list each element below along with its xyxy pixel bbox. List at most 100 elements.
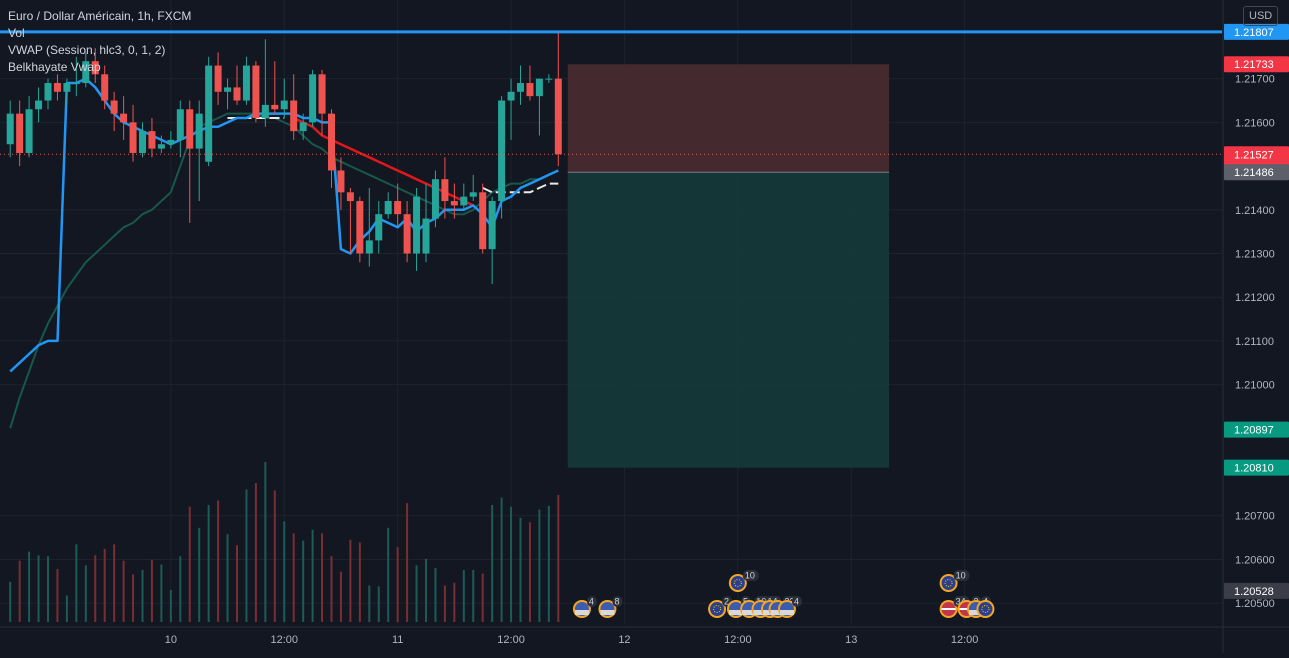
event-us-icon[interactable]: 4 (777, 596, 802, 618)
candle-body (6, 113, 14, 145)
time-tick-label: 12 (618, 634, 630, 646)
candle-body (290, 100, 298, 132)
volume-bar (217, 500, 220, 622)
candles (6, 30, 562, 285)
candle-body (413, 196, 421, 254)
volume-bar (292, 533, 295, 622)
candle-body (91, 61, 99, 75)
candle-body (224, 87, 232, 92)
flag-stars (713, 605, 722, 613)
belkhayate-white-line (482, 182, 559, 194)
volume-bar (396, 547, 399, 622)
candle-body (16, 113, 24, 153)
volume-bar (453, 582, 456, 622)
event-us-icon[interactable]: 4 (572, 596, 597, 618)
candle-body (82, 61, 90, 84)
candle-body (139, 131, 146, 153)
price-label-target (1224, 459, 1289, 476)
price-tick-label: 1.20600 (1235, 554, 1275, 566)
time-tick-label: 11 (392, 634, 403, 646)
volume-bars (9, 462, 560, 622)
candle-body (280, 100, 288, 110)
price-axis-bg (1223, 0, 1289, 653)
volume-bar (236, 545, 238, 622)
volume-bar (28, 551, 31, 622)
flag-eu-icon (710, 602, 725, 616)
currency-button[interactable]: USD (1243, 6, 1279, 26)
flag-stars (981, 605, 990, 613)
candle-body (129, 122, 137, 153)
economic-events[interactable]: 4825101014234341024 (572, 570, 995, 618)
candle-body (271, 104, 279, 110)
candle-body (356, 201, 364, 254)
volume-bar (94, 555, 97, 622)
candle-body (214, 65, 222, 92)
horizontal-line[interactable] (0, 30, 1222, 155)
price-label-line (1224, 23, 1289, 40)
candle-body (394, 201, 402, 215)
candle-body (72, 83, 80, 85)
price-label-entry (1224, 164, 1289, 181)
volume-bar (160, 564, 163, 622)
event-count-badge (953, 570, 970, 581)
volume-bar (462, 569, 465, 622)
volume-bar (84, 565, 87, 622)
flag-stripe (941, 608, 956, 610)
volume-bar (245, 489, 248, 622)
candle-body (450, 201, 458, 206)
candle-body (176, 109, 184, 140)
time-tick-label: 13 (845, 634, 857, 646)
candle-body (479, 192, 487, 250)
candle-body (195, 113, 203, 149)
short-position-tool[interactable] (567, 64, 890, 468)
candle-body (318, 74, 326, 114)
candle-body (535, 78, 543, 97)
candle-body (337, 170, 345, 193)
event-eu-icon[interactable]: 10 (728, 570, 759, 592)
price-tick-label: 1.21100 (1235, 336, 1274, 348)
price-tick-label: 1.21300 (1235, 248, 1275, 260)
price-label-text: 1.21527 (1234, 149, 1274, 161)
flag-stripe (779, 610, 794, 615)
volume-bar (132, 574, 135, 622)
time-tick-label: 12:00 (724, 634, 752, 646)
event-count-badge (586, 596, 597, 607)
flag-stripe (742, 610, 757, 615)
candle-body (261, 104, 269, 119)
volume-bar (425, 558, 427, 622)
volume-bar (387, 527, 390, 622)
event-eu-icon[interactable] (976, 600, 995, 618)
flag-stripe (968, 610, 983, 615)
candle-body (101, 74, 109, 101)
volume-bar (198, 527, 201, 622)
volume-bar (65, 595, 68, 622)
candle-body (431, 179, 439, 219)
event-count-badge (612, 596, 623, 607)
volume-bar (18, 560, 21, 622)
flag-stripe (728, 610, 743, 615)
price-tick-label: 1.21000 (1235, 380, 1275, 392)
volume-bar (349, 539, 352, 622)
price-label-gray (1224, 582, 1289, 599)
candle-body (498, 100, 506, 202)
candle-body (299, 122, 307, 132)
volume-bar (434, 568, 437, 622)
price-label-text: 1.21733 (1234, 59, 1274, 71)
volume-bar (254, 483, 257, 622)
price-tick-label: 1.21700 (1235, 74, 1275, 86)
event-eu-icon[interactable]: 10 (939, 570, 970, 592)
volume-bar (37, 555, 40, 622)
event-count: 4 (589, 597, 594, 607)
event-us-icon[interactable]: 8 (598, 596, 623, 618)
event-us-icon[interactable]: 5 (726, 596, 751, 618)
event-count: 10 (956, 571, 966, 581)
time-tick-label: 12:00 (270, 634, 298, 646)
volume-bar (188, 506, 191, 622)
volume-bar (443, 585, 446, 622)
event-count: 10 (745, 571, 755, 581)
volume-bar (500, 497, 503, 622)
volume-bar (528, 522, 531, 622)
candle-body (205, 65, 213, 162)
